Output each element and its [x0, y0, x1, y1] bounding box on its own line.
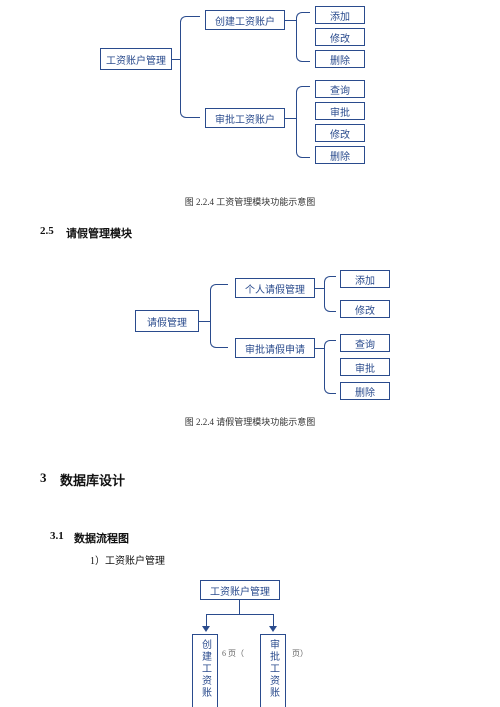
- d2-root: 请假管理: [135, 310, 199, 332]
- page-fragment-2: 页）: [292, 648, 308, 659]
- section-3-1-title: 数据流程图: [74, 530, 129, 546]
- d2-b2-leaf1: 审批: [340, 358, 390, 376]
- d3-child1: 创建工资账: [192, 634, 218, 707]
- page-fragment-1: 6 页（: [222, 648, 244, 659]
- section-2-5-title: 请假管理模块: [66, 225, 132, 241]
- arrow-icon: [269, 626, 277, 632]
- d3-root: 工资账户管理: [200, 580, 280, 600]
- section-3-title: 数据库设计: [60, 470, 125, 489]
- d2-b2-leaf2: 删除: [340, 382, 390, 400]
- connector: [206, 614, 274, 615]
- section-3-num: 3: [40, 470, 47, 486]
- d2-branch1: 个人请假管理: [235, 278, 315, 298]
- connector: [172, 59, 180, 60]
- connector: [315, 348, 324, 349]
- d1-branch1: 创建工资账户: [205, 10, 285, 30]
- d1-b1-leaf0: 添加: [315, 6, 365, 24]
- d1-b2-leaf3: 删除: [315, 146, 365, 164]
- section-3-1-item: 1）工资账户管理: [90, 552, 165, 567]
- d1-caption: 图 2.2.4 工资管理模块功能示意图: [0, 195, 500, 208]
- d1-branch2: 审批工资账户: [205, 108, 285, 128]
- d2-b1-leaf1: 修改: [340, 300, 390, 318]
- d1-bracket-b1: [296, 12, 310, 62]
- connector: [285, 118, 296, 119]
- d1-b1-leaf2: 删除: [315, 50, 365, 68]
- d2-bracket-b2: [324, 340, 336, 394]
- d1-b2-leaf0: 查询: [315, 80, 365, 98]
- section-3-1-num: 3.1: [50, 530, 64, 542]
- d2-b1-leaf0: 添加: [340, 270, 390, 288]
- section-2-5-num: 2.5: [40, 225, 54, 237]
- d1-b1-leaf1: 修改: [315, 28, 365, 46]
- connector: [285, 20, 296, 21]
- arrow-icon: [202, 626, 210, 632]
- d1-bracket-root: [180, 16, 200, 118]
- page: 工资账户管理 创建工资账户 审批工资账户 添加 修改 删除 查询 审批 修改 删…: [0, 0, 500, 707]
- d3-child2: 审批工资账: [260, 634, 286, 707]
- d1-root: 工资账户管理: [100, 48, 172, 70]
- d2-bracket-root: [210, 284, 228, 348]
- connector: [199, 321, 210, 322]
- d1-bracket-b2: [296, 86, 310, 158]
- connector: [239, 600, 240, 614]
- d2-branch2: 审批请假申请: [235, 338, 315, 358]
- d2-caption: 图 2.2.4 请假管理模块功能示意图: [0, 415, 500, 428]
- d2-b2-leaf0: 查询: [340, 334, 390, 352]
- d2-bracket-b1: [324, 276, 336, 312]
- connector: [315, 288, 324, 289]
- d1-b2-leaf1: 审批: [315, 102, 365, 120]
- d1-b2-leaf2: 修改: [315, 124, 365, 142]
